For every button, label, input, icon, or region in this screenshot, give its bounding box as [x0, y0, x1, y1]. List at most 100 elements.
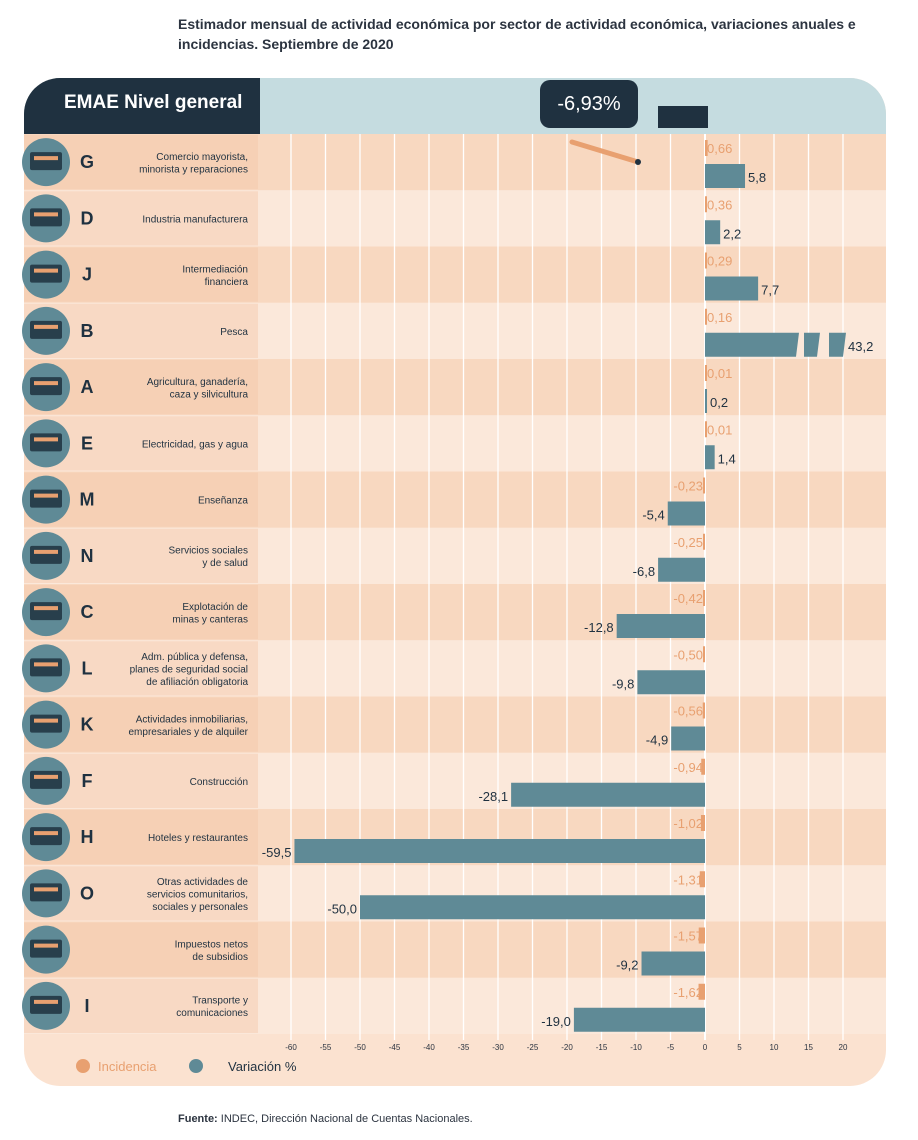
- desk-icon-accent: [34, 493, 58, 498]
- sector-code: M: [80, 490, 95, 510]
- x-tick-label: -60: [285, 1043, 297, 1052]
- incidence-label: -0,56: [673, 704, 703, 719]
- emae-label: EMAE Nivel general: [64, 92, 243, 113]
- sector-label: Explotación de: [182, 602, 248, 613]
- incidence-bar: [703, 477, 705, 494]
- sector-label: servicios comunitarios,: [147, 889, 248, 900]
- antenna-icon-accent: [34, 999, 58, 1004]
- incidence-bar: [699, 871, 705, 888]
- variation-label: -4,9: [646, 733, 668, 748]
- sector-label: de afiliación obligatoria: [146, 677, 248, 688]
- sector-code: F: [82, 771, 93, 791]
- variation-label: -5,4: [642, 508, 664, 523]
- sector-label: Adm. pública y defensa,: [141, 652, 248, 663]
- sector-label: planes de seguridad social: [130, 664, 248, 675]
- variation-label: 2,2: [723, 226, 741, 241]
- row-band: [24, 527, 886, 584]
- silo-icon-glyph: [30, 377, 62, 396]
- incidence-bar: [700, 815, 705, 831]
- variation-label: 43,2: [848, 339, 873, 354]
- sector-label: minas y canteras: [172, 614, 248, 625]
- pencil-tip: [635, 159, 641, 165]
- x-tick-label: 20: [839, 1043, 848, 1052]
- variation-bar-segment: [705, 332, 799, 357]
- incidence-label: -0,25: [673, 535, 703, 550]
- x-tick-label: -35: [458, 1043, 470, 1052]
- x-tick-label: 0: [703, 1043, 708, 1052]
- sector-code: K: [81, 715, 94, 735]
- sector-label: Industria manufacturera: [142, 214, 248, 225]
- megaphone-icon-glyph: [30, 714, 62, 733]
- x-tick-label: -30: [492, 1043, 504, 1052]
- incidence-label: -1,31: [673, 872, 703, 887]
- incidence-bar: [705, 196, 707, 213]
- variation-bar: [616, 614, 705, 638]
- emae-value-badge: -6,93%: [540, 80, 638, 128]
- sector-label: Intermediación: [182, 264, 248, 275]
- sector-label: Pesca: [220, 327, 248, 338]
- variation-bar: [573, 1007, 705, 1032]
- sector-label: y de salud: [202, 558, 248, 569]
- x-tick-label: -15: [596, 1043, 608, 1052]
- sector-code: E: [81, 433, 93, 453]
- variation-label: -28,1: [478, 789, 508, 804]
- hotel-icon-glyph: [30, 827, 62, 846]
- variation-label: -19,0: [541, 1014, 571, 1029]
- sector-label: empresariales y de alquiler: [128, 727, 248, 738]
- incidence-label: 0,29: [707, 254, 732, 269]
- variation-bar: [705, 445, 715, 470]
- sector-label: Enseñanza: [198, 496, 248, 507]
- sector-label: financiera: [205, 277, 249, 288]
- truck-icon-glyph: [30, 770, 62, 789]
- incidence-label: -0,23: [673, 479, 703, 494]
- theater-icon-glyph: [30, 883, 62, 902]
- legend-swatch-variacion: [189, 1059, 203, 1073]
- legend-label-incidencia: Incidencia: [98, 1059, 157, 1074]
- incidence-bar: [705, 140, 708, 156]
- sector-code: G: [80, 152, 94, 172]
- x-tick-label: 10: [770, 1043, 779, 1052]
- row-band: [24, 584, 886, 641]
- x-tick-label: -5: [667, 1043, 675, 1052]
- coins-icon-accent: [34, 943, 58, 948]
- silo-icon-accent: [34, 381, 58, 386]
- sector-code: I: [84, 996, 89, 1016]
- x-tick-label: -20: [561, 1043, 573, 1052]
- store-icon-accent: [34, 156, 58, 161]
- variation-label: 0,2: [710, 395, 728, 410]
- fish-icon-glyph: [30, 320, 62, 339]
- sector-code: O: [80, 883, 94, 903]
- sector-label: Agricultura, ganadería,: [147, 377, 248, 388]
- sector-code: H: [81, 827, 94, 847]
- legend-label-variacion: Variación %: [228, 1059, 297, 1074]
- sector-code: N: [81, 546, 94, 566]
- incidence-bar: [698, 983, 705, 1000]
- sector-label: caza y silvicultura: [170, 389, 249, 400]
- x-tick-label: 5: [737, 1043, 742, 1052]
- sector-label: Servicios sociales: [169, 546, 248, 557]
- incidence-label: -0,94: [673, 760, 703, 775]
- megaphone-icon-accent: [34, 718, 58, 723]
- capitol-icon-glyph: [30, 658, 62, 677]
- x-tick-label: -25: [527, 1043, 539, 1052]
- incidence-label: 0,36: [707, 197, 732, 212]
- sector-label: Transporte y: [192, 996, 248, 1007]
- row-band: [24, 696, 886, 753]
- variation-bar: [658, 557, 705, 582]
- row-band: [24, 977, 886, 1034]
- coins-icon-glyph: [30, 939, 62, 958]
- incidence-bar: [703, 533, 705, 550]
- variation-bar: [637, 670, 705, 695]
- sector-code: J: [82, 265, 92, 285]
- variation-bar-segment: [829, 332, 846, 357]
- incidence-label: 0,01: [707, 422, 732, 437]
- incidence-bar: [703, 590, 705, 606]
- sector-label: de subsidios: [192, 952, 248, 963]
- variation-bar: [360, 895, 705, 920]
- sector-label: comunicaciones: [176, 1008, 248, 1019]
- incidence-label: 0,16: [707, 310, 732, 325]
- sector-label: minorista y reparaciones: [139, 164, 248, 175]
- incidence-bar: [705, 252, 707, 269]
- variation-bar: [641, 951, 705, 976]
- pumpjack-icon-accent: [34, 606, 58, 611]
